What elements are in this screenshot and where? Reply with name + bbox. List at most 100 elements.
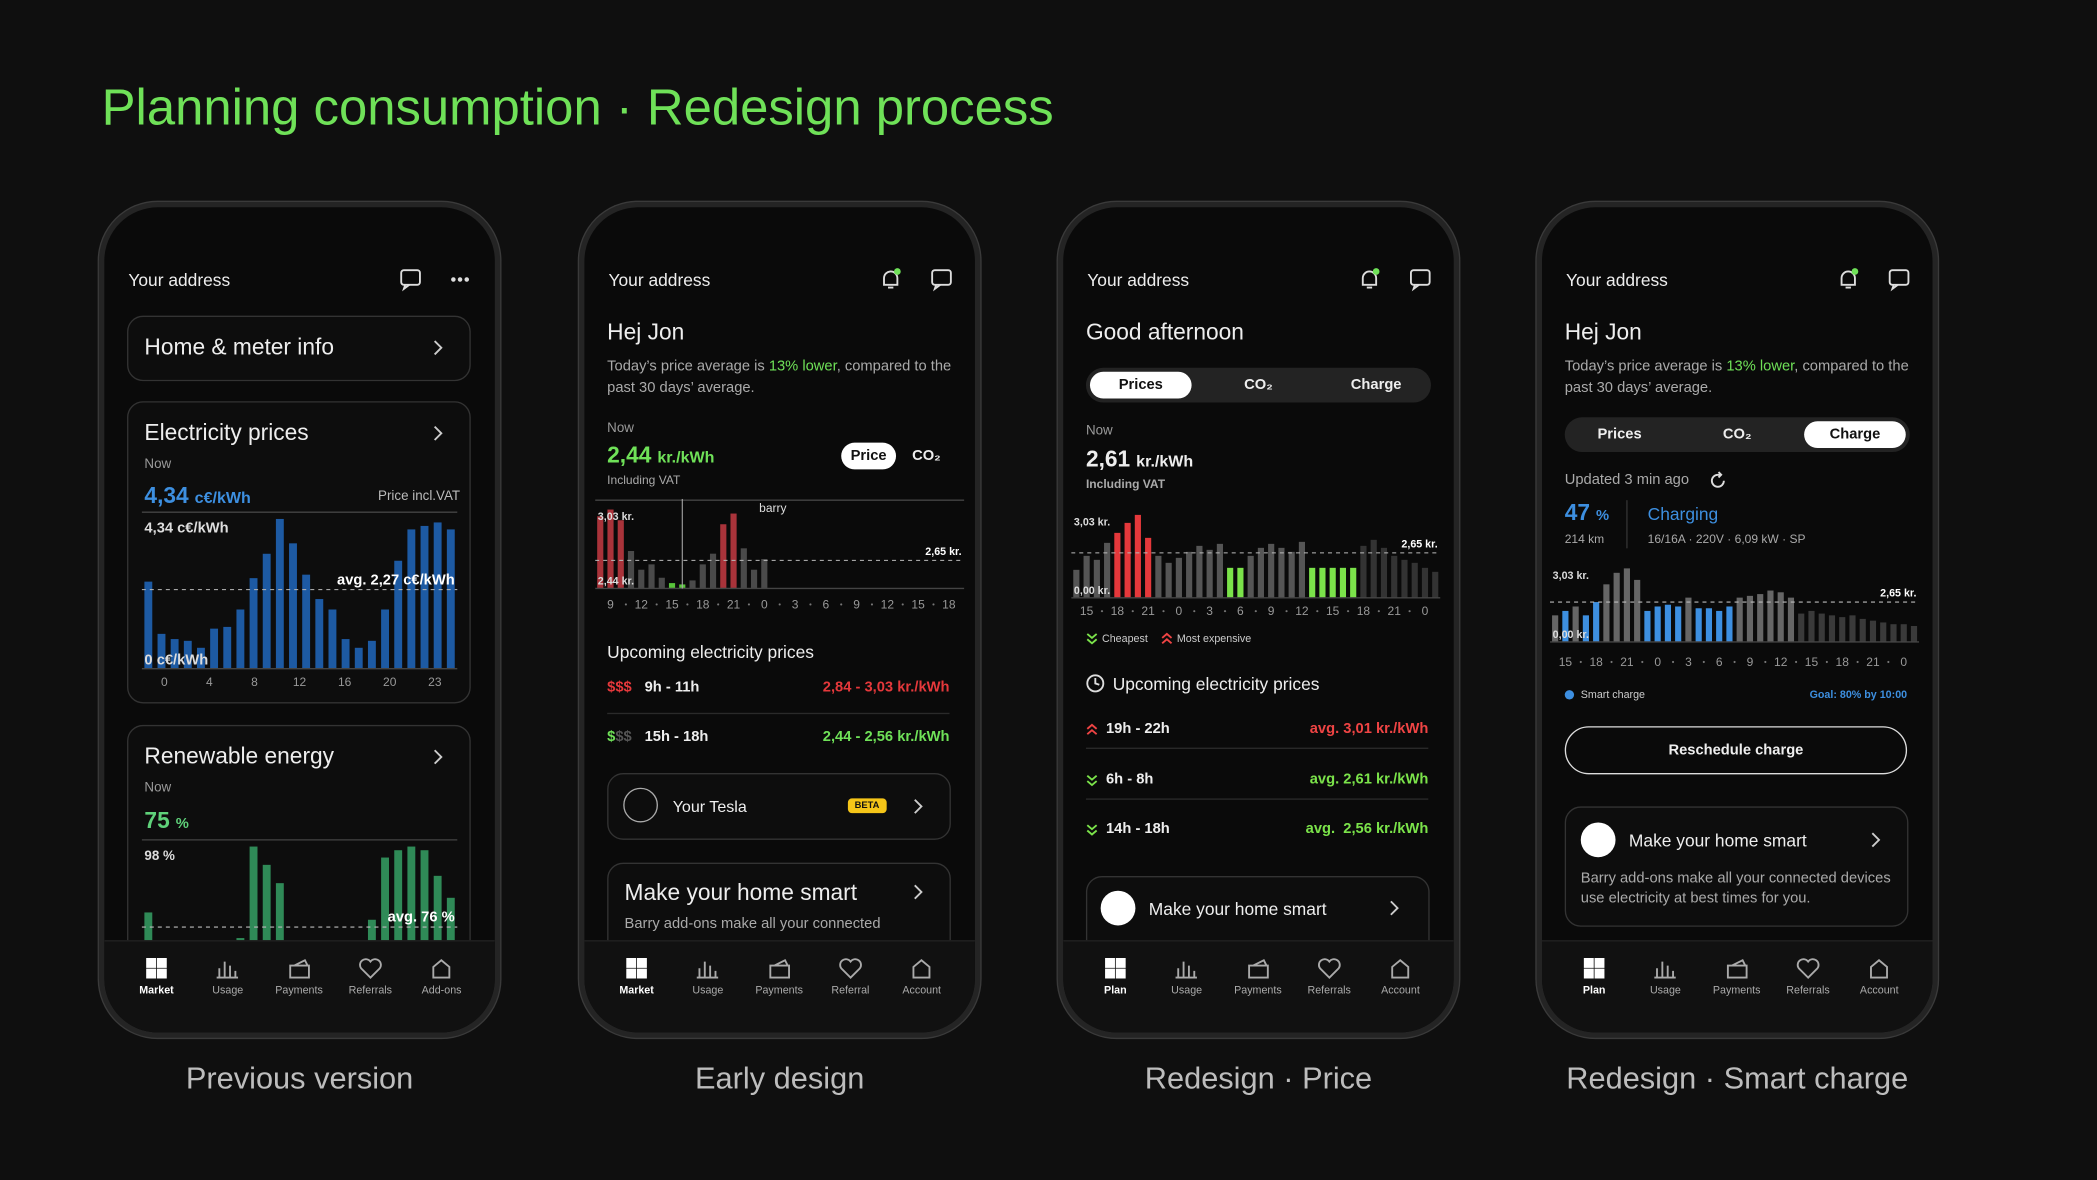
- bar: [433, 875, 442, 986]
- bell-icon[interactable]: [1838, 268, 1859, 290]
- tab-item[interactable]: Add-ons: [407, 942, 477, 1022]
- home-card[interactable]: [127, 315, 471, 382]
- tab-item[interactable]: Usage: [1152, 942, 1222, 1022]
- chevron[interactable]: [1390, 900, 1401, 916]
- bar: [1134, 514, 1141, 598]
- bar: [699, 564, 706, 589]
- bar: [1603, 584, 1610, 642]
- bar: [1145, 537, 1152, 598]
- bar: [1634, 579, 1641, 642]
- price-now: 2,61 kr./kWh: [1086, 448, 1193, 472]
- more-icon-part: [464, 277, 470, 282]
- tab-item[interactable]: Referrals: [1773, 942, 1843, 1022]
- tab-item[interactable]: Usage: [673, 942, 743, 1022]
- tab-item[interactable]: Referrals: [1294, 942, 1364, 1022]
- chevron[interactable]: [1871, 832, 1882, 848]
- x-tick-label: 9: [1268, 604, 1275, 618]
- tab-icon-stroke: [1583, 957, 1605, 979]
- time-range: 15h - 18h: [644, 728, 709, 745]
- chevron-stroke: [1390, 900, 1399, 916]
- tab-item[interactable]: Account: [1366, 942, 1436, 1022]
- tab-item[interactable]: Payments: [264, 942, 334, 1022]
- tab-item[interactable]: Usage: [193, 942, 263, 1022]
- bell-icon[interactable]: [880, 268, 901, 290]
- bottom-label: 2,44 kr.: [598, 575, 634, 587]
- smart-card[interactable]: [1564, 806, 1909, 927]
- tab[interactable]: CO₂: [1244, 377, 1273, 394]
- tab-item[interactable]: Payments: [744, 942, 814, 1022]
- tab-item[interactable]: Plan: [1559, 942, 1629, 1022]
- bar: [1104, 542, 1111, 598]
- tab[interactable]: Prices: [1597, 426, 1642, 443]
- tab-item[interactable]: Account: [887, 942, 957, 1022]
- price-level: $$$: [607, 730, 632, 745]
- tab-icon: [839, 958, 862, 979]
- refresh-icon[interactable]: [1709, 471, 1726, 489]
- reschedule-button[interactable]: Reschedule charge: [1564, 726, 1908, 775]
- bar: [607, 509, 614, 589]
- address: Your address: [128, 270, 231, 291]
- x-tick-label: 0: [161, 675, 168, 689]
- help-icon[interactable]: [1888, 269, 1910, 292]
- more-icon[interactable]: [451, 277, 470, 282]
- toggle-option[interactable]: Price: [841, 442, 897, 470]
- help-icon[interactable]: [400, 269, 421, 292]
- help-icon[interactable]: [931, 269, 952, 292]
- caption: Redesign · Price: [1144, 1060, 1373, 1096]
- bar: [328, 609, 337, 669]
- bottom-label: 0,00 kr.: [1553, 629, 1589, 641]
- beta-badge: BETA: [847, 798, 887, 814]
- tab-item[interactable]: Plan: [1081, 942, 1151, 1022]
- x-tick-label: 0: [1654, 655, 1661, 669]
- tab-item[interactable]: Payments: [1702, 942, 1772, 1022]
- tick-separator: [1856, 660, 1859, 664]
- toggle-option[interactable]: CO₂: [912, 448, 941, 465]
- tab[interactable]: Charge: [1804, 421, 1906, 449]
- tab-icon: [358, 958, 382, 979]
- bell-icon-part: [1361, 270, 1378, 289]
- bottom-label: 0 c€/kWh: [144, 653, 208, 669]
- tab-label: Payments: [1712, 984, 1761, 997]
- cheap-icon-part: [1086, 633, 1098, 645]
- segmented-control: Prices CO₂ Charge: [1085, 367, 1431, 403]
- bar: [1675, 606, 1682, 642]
- top-label: 4,34 c€/kWh: [144, 520, 228, 536]
- tab-icon-stroke: [1247, 958, 1269, 979]
- chevron[interactable]: [433, 425, 444, 441]
- goal-label: Goal: 80% by 10:00: [1809, 688, 1908, 701]
- bar: [638, 569, 645, 589]
- chevron[interactable]: [433, 749, 444, 765]
- bar: [740, 548, 747, 589]
- tab[interactable]: Prices: [1089, 371, 1192, 399]
- expensive-icon: [1161, 632, 1173, 644]
- tab-item[interactable]: Market: [122, 942, 192, 1022]
- chevron[interactable]: [913, 798, 924, 814]
- tab-bar: Market Usage Payments Referrals Add-ons: [104, 940, 495, 1033]
- bar: [1196, 545, 1203, 598]
- bar: [1329, 567, 1336, 598]
- tab[interactable]: CO₂: [1722, 426, 1752, 443]
- tab-label: Usage: [1171, 984, 1203, 997]
- tab[interactable]: Charge: [1350, 377, 1402, 394]
- bar: [1777, 592, 1784, 642]
- time-range: 9h - 11h: [644, 679, 700, 696]
- bar: [1268, 543, 1275, 598]
- now-label: Now: [144, 457, 172, 473]
- help-icon[interactable]: [1409, 269, 1431, 292]
- chevron[interactable]: [913, 884, 924, 900]
- tab-item[interactable]: Referral: [816, 942, 886, 1022]
- chevron[interactable]: [433, 340, 444, 356]
- tab-item[interactable]: Account: [1844, 942, 1914, 1022]
- tab-item[interactable]: Usage: [1631, 942, 1701, 1022]
- tab-item[interactable]: Referrals: [336, 942, 406, 1022]
- tab-item[interactable]: Market: [602, 942, 672, 1022]
- tab-icon: [697, 961, 719, 979]
- tab-label: Market: [619, 984, 654, 997]
- tesla-card[interactable]: [607, 772, 951, 840]
- legend-label: Most expensive: [1176, 632, 1252, 645]
- help-icon-part: [1411, 284, 1420, 292]
- bell-icon[interactable]: [1359, 268, 1380, 290]
- bar: [1083, 555, 1090, 598]
- tab-item[interactable]: Payments: [1223, 942, 1293, 1022]
- top-label: 3,03 kr.: [1074, 517, 1110, 529]
